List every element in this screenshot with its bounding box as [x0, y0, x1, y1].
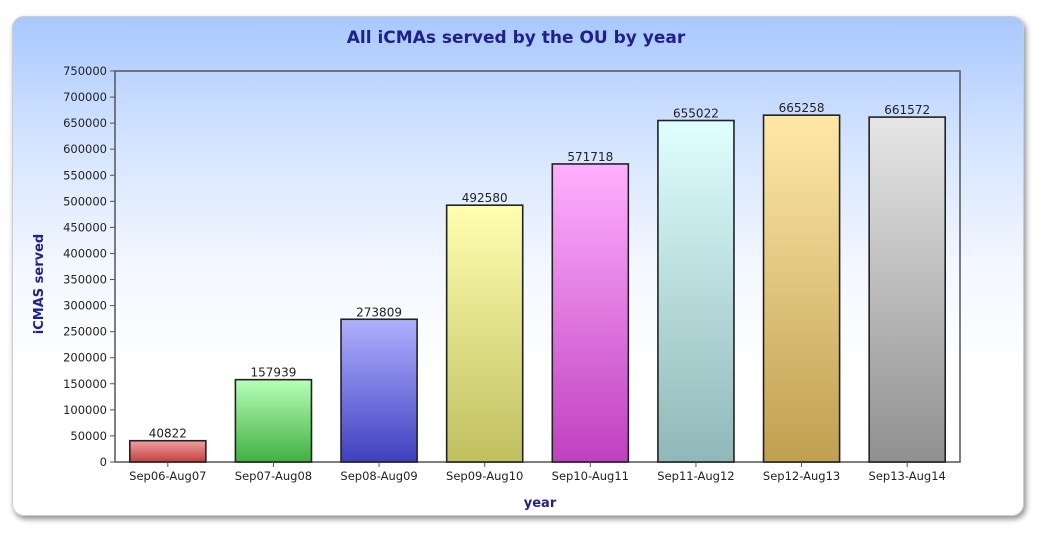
- y-tick-label: 750000: [63, 64, 107, 78]
- x-tick-label: Sep13-Aug14: [869, 469, 946, 483]
- y-tick-label: 350000: [63, 273, 107, 287]
- y-tick-label: 300000: [63, 299, 107, 313]
- x-tick-label: Sep06-Aug07: [129, 469, 206, 483]
- y-tick-label: 550000: [63, 168, 107, 182]
- bar-value-label: 40822: [149, 427, 187, 441]
- y-tick-label: 400000: [63, 246, 107, 260]
- x-tick-label: Sep09-Aug10: [446, 469, 523, 483]
- y-axis-label: iCMAS served: [32, 234, 47, 334]
- y-tick-label: 700000: [63, 90, 107, 104]
- bar-value-label: 655022: [673, 107, 719, 121]
- bar-value-label: 157939: [251, 366, 297, 380]
- y-tick-label: 150000: [63, 377, 107, 391]
- y-tick-label: 100000: [63, 403, 107, 417]
- bar-value-label: 492580: [462, 191, 508, 205]
- x-tick-label: Sep11-Aug12: [657, 469, 734, 483]
- y-tick-label: 50000: [70, 429, 107, 443]
- y-tick-label: 200000: [63, 351, 107, 365]
- bar-sep13-aug14[interactable]: [868, 116, 947, 463]
- x-tick-label: Sep07-Aug08: [235, 469, 312, 483]
- chart-title: All iCMAs served by the OU by year: [347, 28, 686, 48]
- x-tick-label: Sep12-Aug13: [763, 469, 840, 483]
- bar-value-label: 273809: [356, 305, 402, 319]
- bar-value-label: 661572: [884, 103, 930, 117]
- chart-card: All iCMAs served by the OU by year year …: [12, 16, 1024, 516]
- y-tick-label: 0: [100, 455, 107, 469]
- bar-value-label: 571718: [567, 150, 613, 164]
- bar-sep12-aug13[interactable]: [762, 114, 841, 463]
- bar-sep10-aug11[interactable]: [551, 163, 630, 463]
- y-tick-label: 450000: [63, 220, 107, 234]
- y-tick-label: 650000: [63, 116, 107, 130]
- y-tick-label: 600000: [63, 142, 107, 156]
- bar-chart: All iCMAs served by the OU by year year …: [32, 28, 961, 511]
- y-tick-label: 500000: [63, 194, 107, 208]
- bar-sep07-aug08[interactable]: [234, 378, 313, 463]
- plot-area-frame: [114, 70, 961, 463]
- bar-sep08-aug09[interactable]: [340, 318, 418, 463]
- bar-sep06-aug07[interactable]: [128, 439, 207, 463]
- bar-sep11-aug12[interactable]: [657, 119, 735, 463]
- y-tick-label: 250000: [63, 325, 107, 339]
- x-tick-label: Sep10-Aug11: [552, 469, 629, 483]
- x-axis-label: year: [524, 496, 557, 511]
- bar-sep09-aug10[interactable]: [445, 204, 524, 463]
- x-tick-label: Sep08-Aug09: [340, 469, 417, 483]
- bar-value-label: 665258: [779, 101, 825, 115]
